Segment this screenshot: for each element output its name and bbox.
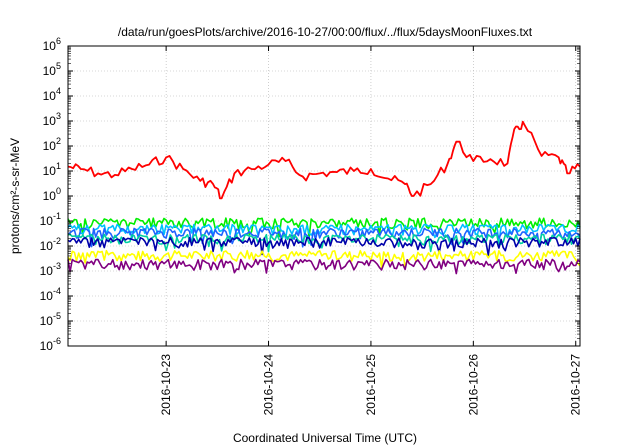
- x-tick-label: 2016-10-23: [159, 354, 173, 416]
- y-tick-label: 100: [43, 186, 61, 203]
- series-line-5: [67, 233, 581, 253]
- y-tick-label: 101: [43, 161, 61, 178]
- y-tick-label: 105: [43, 61, 61, 78]
- x-tick-label: 2016-10-25: [364, 354, 378, 416]
- x-axis-label: Coordinated Universal Time (UTC): [233, 431, 417, 445]
- series-line-6: [67, 236, 581, 256]
- y-tick-label: 10-4: [40, 286, 61, 303]
- grid: [68, 45, 580, 347]
- y-tick-label: 10-6: [40, 336, 61, 353]
- series-line-1: [67, 120, 581, 200]
- x-tick-label: 2016-10-27: [569, 354, 583, 416]
- x-axis-ticks: 2016-10-23 2016-10-24 2016-10-25 2016-10-26…: [159, 46, 583, 415]
- series-line-8: [67, 258, 581, 275]
- y-tick-label: 10-3: [40, 261, 61, 278]
- series-line-7: [67, 249, 581, 269]
- x-tick-label: 2016-10-26: [466, 354, 480, 416]
- x-tick-label: 2016-10-24: [262, 354, 276, 416]
- y-tick-label: 10-2: [40, 236, 61, 253]
- y-tick-label: 103: [43, 111, 61, 128]
- y-tick-label: 102: [43, 136, 61, 153]
- series-line-4: [67, 227, 581, 248]
- y-axis-label: protons/cm²-s-sr-MeV: [8, 138, 22, 254]
- y-tick-label: 104: [43, 86, 61, 103]
- series-lines: [67, 120, 581, 275]
- chart-title: /data/run/goesPlots/archive/2016-10-27/0…: [118, 25, 533, 39]
- y-axis-ticks: 10-6 10-5 10-4 10-3 10-2 10-1 100 101 102 103 104 1…: [40, 36, 580, 353]
- series-line-3: [67, 223, 581, 244]
- y-tick-label: 106: [43, 36, 61, 53]
- y-tick-label: 10-5: [40, 311, 61, 328]
- series-line-2: [67, 217, 581, 238]
- y-tick-label: 10-1: [40, 211, 61, 228]
